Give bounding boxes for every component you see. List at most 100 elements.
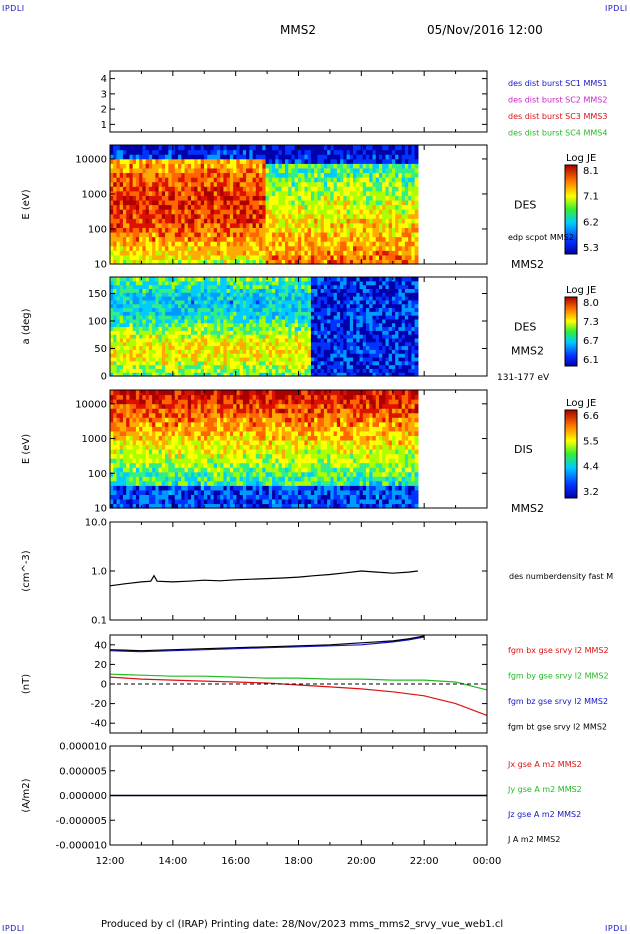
heatmap-cell — [265, 245, 270, 251]
heatmap-cell — [346, 213, 351, 219]
heatmap-cell — [158, 360, 163, 366]
heatmap-cell — [242, 292, 247, 297]
heatmap-cell — [378, 259, 383, 265]
heatmap-cell — [181, 209, 186, 215]
heatmap-cell — [375, 199, 380, 206]
heatmap-cell — [252, 292, 257, 297]
heatmap-cell — [233, 222, 237, 228]
heatmap-cell — [272, 186, 276, 192]
heatmap-cell — [132, 318, 137, 324]
heatmap-cell — [414, 311, 419, 316]
heatmap-cell — [197, 250, 202, 256]
heatmap-cell — [145, 345, 150, 350]
heatmap-cell — [388, 307, 393, 312]
heatmap-cell — [278, 318, 283, 324]
heatmap-cell — [340, 154, 344, 160]
heatmap-cell — [320, 349, 325, 354]
heatmap-cell — [142, 307, 147, 312]
heatmap-cell — [275, 172, 280, 178]
heatmap-cell — [294, 318, 299, 324]
heatmap-cell — [359, 199, 364, 206]
heatmap-cell — [323, 303, 328, 309]
heatmap-cell — [314, 250, 319, 256]
heatmap-cell — [333, 149, 338, 155]
heatmap-cell — [210, 311, 215, 316]
heatmap-cell — [207, 337, 212, 343]
heatmap-cell — [148, 227, 153, 233]
heatmap-cell — [178, 360, 182, 366]
heatmap-cell — [385, 163, 390, 169]
heatmap-cell — [129, 318, 134, 324]
heatmap-cell — [168, 334, 173, 339]
heatmap-cell — [233, 186, 237, 192]
heatmap-cell — [317, 326, 322, 331]
heatmap-cell — [187, 345, 192, 350]
heatmap-cell — [272, 218, 276, 224]
heatmap-cell — [288, 149, 293, 155]
heatmap-cell — [291, 145, 296, 151]
heatmap-cell — [197, 204, 202, 210]
heatmap-cell — [129, 337, 134, 343]
heatmap-cell — [375, 345, 380, 350]
heatmap-cell — [398, 231, 403, 238]
heatmap-cell — [320, 318, 325, 324]
heatmap-cell — [414, 254, 419, 261]
heatmap-cell — [210, 330, 215, 335]
heatmap-cell — [207, 254, 212, 261]
heatmap-cell — [142, 360, 147, 366]
heatmap-cell — [310, 368, 315, 373]
heatmap-cell — [168, 222, 173, 228]
heatmap-cell — [249, 218, 254, 224]
heatmap-cell — [142, 349, 147, 354]
heatmap-cell — [119, 341, 124, 347]
heatmap-cell — [229, 341, 234, 347]
heatmap-cell — [291, 236, 296, 242]
heatmap-cell — [320, 311, 325, 316]
heatmap-cell — [330, 337, 335, 343]
heatmap-cell — [285, 199, 289, 206]
heatmap-cell — [314, 163, 319, 169]
heatmap-cell — [113, 412, 118, 418]
heatmap-cell — [346, 372, 351, 377]
heatmap-cell — [139, 177, 144, 183]
heatmap-cell — [152, 222, 156, 228]
heatmap-cell — [200, 181, 205, 187]
heatmap-cell — [304, 368, 309, 373]
heatmap-cell — [194, 292, 199, 297]
heatmap-cell — [259, 209, 263, 215]
heatmap-cell — [275, 236, 280, 242]
heatmap-cell — [375, 353, 380, 358]
heatmap-cell — [165, 195, 169, 201]
heatmap-cell — [139, 158, 144, 164]
heatmap-cell — [404, 172, 409, 178]
heatmap-cell — [297, 322, 302, 328]
heatmap-cell — [404, 241, 409, 247]
heatmap-cell — [139, 349, 144, 354]
heatmap-cell — [272, 292, 276, 297]
heatmap-cell — [210, 209, 215, 215]
heatmap-cell — [362, 368, 367, 373]
heatmap-cell — [398, 284, 403, 290]
heatmap-cell — [404, 213, 409, 219]
heatmap-cell — [178, 241, 182, 247]
heatmap-cell — [181, 167, 186, 174]
heatmap-cell — [369, 315, 374, 320]
heatmap-cell — [265, 199, 270, 206]
heatmap-cell — [285, 195, 289, 201]
heatmap-cell — [129, 307, 134, 312]
heatmap-cell — [155, 292, 160, 297]
heatmap-cell — [388, 318, 393, 324]
heatmap-cell — [168, 231, 173, 238]
heatmap-cell — [304, 245, 309, 251]
heatmap-cell — [278, 195, 283, 201]
heatmap-cell — [304, 158, 309, 164]
heatmap-cell — [268, 372, 273, 377]
heatmap-cell — [259, 236, 263, 242]
heatmap-cell — [194, 259, 199, 265]
heatmap-cell — [330, 259, 335, 265]
heatmap-cell — [233, 277, 237, 282]
heatmap-cell — [281, 204, 286, 210]
heatmap-cell — [391, 154, 396, 160]
heatmap-cell — [333, 204, 338, 210]
heatmap-cell — [249, 288, 254, 293]
